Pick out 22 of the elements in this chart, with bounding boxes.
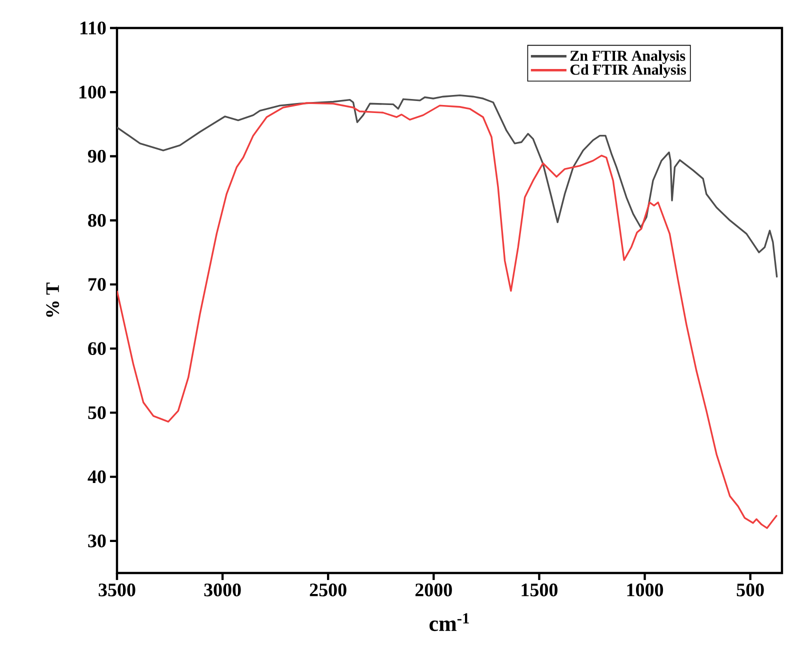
x-tick-label: 1500 <box>522 584 558 596</box>
legend-label: Cd FTIR Analysis <box>570 64 686 78</box>
x-tick-label: 3500 <box>98 584 136 596</box>
y-tick-label: 50 <box>88 406 106 420</box>
y-tick-label: 70 <box>88 278 106 291</box>
y-tick-label: 40 <box>88 470 106 484</box>
x-tick-label: 500 <box>736 584 764 596</box>
y-tick-label: 30 <box>88 534 106 548</box>
x-tick-label: 3000 <box>204 584 241 596</box>
y-tick-label: 110 <box>80 22 106 34</box>
x-axis-title: cm$^{-1}$ <box>430 613 469 632</box>
y-axis-title: % T <box>46 282 60 317</box>
y-tick-label: 90 <box>88 150 106 163</box>
y-tick-label: 100 <box>79 86 106 99</box>
x-tick-label: 1000 <box>627 584 664 596</box>
legend-label: Zn FTIR Analysis <box>570 50 686 64</box>
line-series <box>116 102 778 529</box>
y-tick-label: 60 <box>88 342 106 355</box>
y-tick-label: 80 <box>88 214 106 227</box>
line-series <box>116 94 778 278</box>
x-tick-label: 2000 <box>415 584 452 596</box>
x-tick-label: 2500 <box>310 584 346 596</box>
